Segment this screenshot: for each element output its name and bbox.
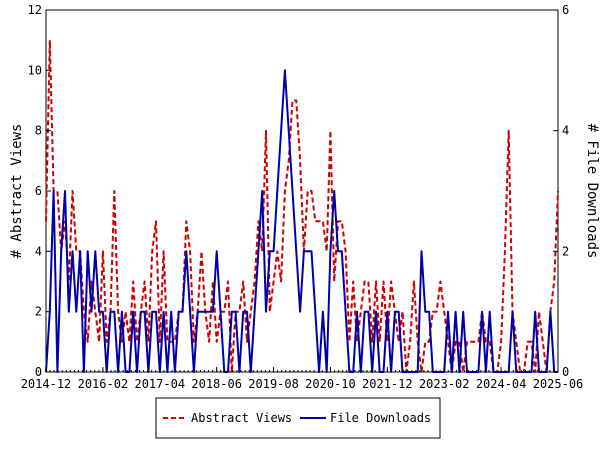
right-y-ticks: 0 2 4 6 [553,3,569,379]
series-line-abstract-views [45,39,559,373]
legend-label-abstract-views: Abstract Views [191,411,292,425]
right-tick-label: 4 [562,124,569,138]
right-axis-title: # File Downloads [584,124,600,259]
legend-label-file-downloads: File Downloads [330,411,431,425]
left-tick-label: 6 [35,184,42,198]
x-tick-label: 2024-04 [476,377,527,391]
right-tick-label: 6 [562,3,569,17]
x-tick-label: 2025-06 [533,377,584,391]
x-tick-label: 2023-02 [419,377,470,391]
left-tick-label: 10 [28,63,42,77]
left-axis-title: # Abstract Views [9,124,25,259]
x-tick-label: 2017-04 [134,377,185,391]
x-axis-ticks: 2014-12 2016-02 2017-04 2018-06 2019-08 2020-… [21,367,584,391]
legend-box [155,397,441,439]
right-tick-label: 0 [562,365,569,379]
left-tick-label: 4 [35,244,42,258]
legend: Abstract Views File Downloads [155,397,441,439]
left-y-ticks: 0 2 4 6 8 10 12 [28,3,51,379]
x-tick-label: 2016-02 [78,377,129,391]
x-tick-label: 2020-10 [305,377,356,391]
left-tick-label: 0 [35,365,42,379]
left-tick-label: 8 [35,124,42,138]
x-tick-label: 2014-12 [21,377,72,391]
right-tick-label: 2 [562,244,569,258]
x-tick-label: 2019-08 [248,377,299,391]
x-tick-label: 2021-12 [362,377,413,391]
left-tick-label: 12 [28,3,42,17]
left-tick-label: 2 [35,305,42,319]
x-tick-label: 2018-06 [191,377,242,391]
